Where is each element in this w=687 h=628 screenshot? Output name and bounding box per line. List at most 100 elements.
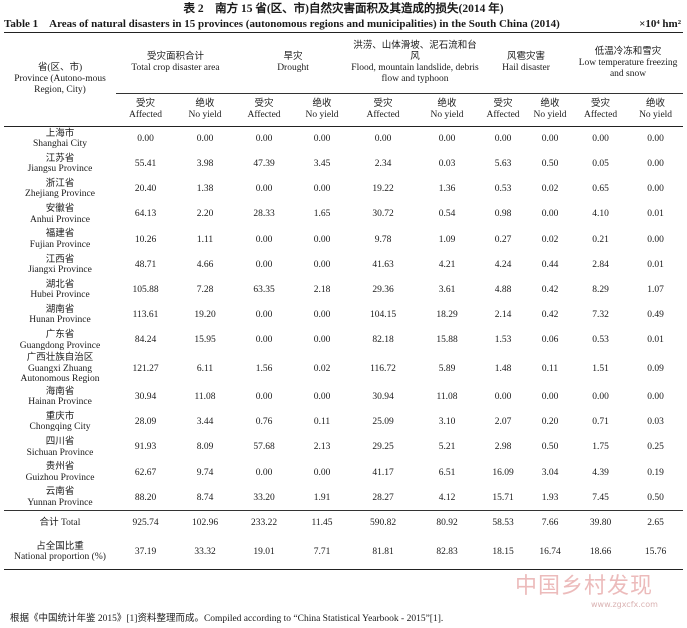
table-row: 湖南省 Hunan Province 113.61 19.20 0.00 0.00 104.… [4, 303, 683, 328]
table-cell: 2.18 [313, 284, 331, 295]
table-cell: 16.74 [527, 535, 574, 570]
table-cell: 19.20 [194, 310, 216, 321]
table-cell: 0.00 [541, 209, 559, 220]
table-cell: 1.75 [592, 442, 609, 453]
table-cell: 8.29 [592, 284, 609, 295]
table-cell: 0.00 [255, 134, 273, 145]
table-title-cn: 表 2 南方 15 省(区、市)自然灾害面积及其造成的损失(2014 年) [183, 3, 504, 15]
subheader-affected-en: Affected [128, 110, 163, 120]
table-cell: 30.94 [134, 392, 157, 403]
header-region-cn: 省(区、市) [37, 63, 83, 73]
region-name-en: Zhejiang Province [25, 189, 95, 200]
table-cell: 1.48 [494, 363, 512, 374]
header-group-total-cn: 受灾面积合计 [147, 52, 205, 62]
header-group-freezing-en: Low temperature freezing and snow [578, 57, 678, 79]
table-cell: 3.45 [313, 159, 331, 170]
table-cell: 233.22 [235, 510, 294, 536]
subheader-affected-cn: 受灾 [591, 99, 611, 109]
table-cell: 4.66 [196, 259, 214, 270]
table-cell: 18.15 [479, 535, 528, 570]
table-cell: 9.74 [196, 467, 214, 478]
table-cell: 4.88 [494, 284, 512, 295]
table-cell: 48.71 [134, 259, 157, 270]
table-row: 贵州省 Guizhou Province 62.67 9.74 0.00 0.00 41.1… [4, 460, 683, 485]
subheader-affected-en: Affected [486, 110, 520, 120]
region-name-cn: 海南省 [45, 386, 75, 397]
table-cell: 81.81 [351, 535, 416, 570]
table-cell: 1.07 [647, 284, 664, 295]
table-cell: 57.68 [253, 442, 275, 453]
table-cell: 0.00 [255, 184, 273, 195]
table-cell: 2.07 [494, 417, 512, 428]
table-cell: 2.65 [628, 510, 684, 536]
table-cell: 6.11 [196, 363, 214, 374]
table-cell: 41.63 [372, 259, 394, 270]
subheader-noyield-cn: 绝收 [312, 99, 332, 109]
table-cell: 0.00 [374, 134, 392, 145]
table-cell: 47.39 [253, 159, 275, 170]
table-cell: 0.03 [647, 417, 664, 428]
table-cell: 0.25 [647, 442, 664, 453]
subheader-noyield-cn: 绝收 [540, 99, 560, 109]
region-name: 上海市 Shanghai City [4, 127, 116, 152]
region-name-cn: 云南省 [45, 487, 75, 498]
header-group-hail-cn: 风雹灾害 [507, 52, 546, 62]
table-cell: 29.25 [372, 442, 394, 453]
subheader-noyield-en: No yield [305, 110, 339, 120]
table-cell: 82.18 [372, 335, 394, 346]
table-cell: 11.08 [436, 392, 458, 403]
subheader-affected-en: Affected [366, 110, 400, 120]
table-cell: 0.53 [494, 184, 512, 195]
table-cell: 0.09 [647, 363, 664, 374]
table-cell: 8.09 [196, 442, 214, 453]
table-cell: 11.45 [293, 510, 352, 536]
subheader-affected: 受灾 Affected [116, 93, 175, 127]
table-cell: 4.12 [438, 492, 456, 503]
table-row: 重庆市 Chongqing City 28.09 3.44 0.76 0.11 25.09 3… [4, 410, 683, 435]
table-cell: 0.50 [541, 442, 559, 453]
table-row: 合计 Total 925.74 102.96 233.22 11.45 590.82 80.… [4, 510, 684, 536]
table-cell: 7.28 [196, 284, 214, 295]
table-cell: 41.17 [372, 467, 394, 478]
table-cell: 0.00 [313, 184, 331, 195]
table-cell: 5.63 [494, 159, 512, 170]
table-cell: 0.00 [647, 159, 664, 170]
table-cell: 63.35 [253, 284, 275, 295]
unit-label: ×10⁴ hm² [639, 18, 681, 30]
table-cell: 0.00 [255, 392, 273, 403]
region-name: 贵州省 Guizhou Province [4, 460, 116, 485]
region-name-cn: 广西壮族自治区 [26, 353, 94, 364]
table-cell: 15.88 [436, 335, 458, 346]
region-name-en: Sichuan Province [26, 447, 94, 458]
region-name: 湖南省 Hunan Province [4, 303, 116, 328]
subheader-noyield-cn: 绝收 [646, 99, 666, 109]
header-group-hail: 风雹灾害 Hail disaster [479, 32, 574, 94]
subheader-noyield-en: No yield [430, 110, 464, 120]
table-cell: 18.66 [573, 535, 629, 570]
table-cell: 11.08 [194, 392, 216, 403]
table-cell: 0.00 [313, 259, 331, 270]
table-cell: 0.76 [255, 417, 273, 428]
table-cell: 0.42 [541, 310, 559, 321]
table-cell: 1.91 [313, 492, 331, 503]
table-cell: 0.01 [647, 335, 664, 346]
table-cell: 0.00 [592, 134, 609, 145]
table-cell: 0.00 [438, 134, 456, 145]
table-cell: 20.40 [134, 184, 157, 195]
region-name-en: Hainan Province [28, 397, 92, 408]
table-cell: 0.50 [647, 492, 664, 503]
table-cell: 58.53 [479, 510, 528, 536]
table-cell: 0.00 [313, 335, 331, 346]
table-cell: 39.80 [573, 510, 629, 536]
table-row: 占全国比重 National proportion (%) 37.19 33.32 19… [4, 535, 684, 570]
table-cell: 5.89 [438, 363, 456, 374]
table-cell: 88.20 [134, 492, 157, 503]
table-cell: 0.00 [313, 310, 331, 321]
region-name-en: Hunan Province [29, 315, 91, 326]
header-group-total-en: Total crop disaster area [131, 63, 220, 73]
table-cell: 84.24 [134, 335, 157, 346]
table-cell: 18.29 [436, 310, 458, 321]
table-cell: 116.72 [370, 363, 396, 374]
table-cell: 0.02 [541, 184, 559, 195]
table-cell: 1.36 [438, 184, 456, 195]
